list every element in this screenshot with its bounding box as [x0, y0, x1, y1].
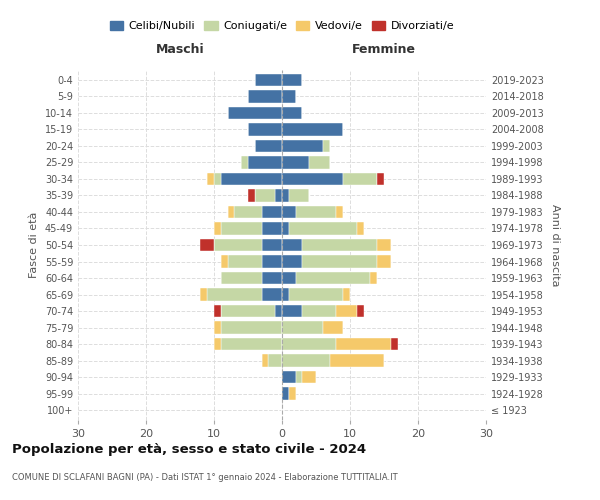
Bar — [255, 190, 275, 202]
Bar — [282, 90, 296, 102]
Bar — [289, 388, 296, 400]
Bar — [343, 288, 350, 300]
Bar — [262, 272, 282, 284]
Bar — [282, 156, 309, 168]
Bar — [262, 354, 268, 367]
Text: Popolazione per età, sesso e stato civile - 2024: Popolazione per età, sesso e stato civil… — [12, 442, 366, 456]
Bar — [377, 239, 391, 251]
Bar — [282, 388, 289, 400]
Bar — [296, 206, 337, 218]
Bar — [282, 272, 296, 284]
Bar — [221, 256, 227, 268]
Y-axis label: Anni di nascita: Anni di nascita — [550, 204, 560, 286]
Bar — [214, 173, 221, 185]
Bar — [221, 322, 282, 334]
Bar — [309, 156, 329, 168]
Bar — [207, 173, 214, 185]
Bar — [343, 173, 377, 185]
Bar — [282, 305, 302, 317]
Bar — [214, 239, 262, 251]
Bar — [221, 173, 282, 185]
Bar — [214, 305, 221, 317]
Bar — [282, 288, 289, 300]
Text: Femmine: Femmine — [352, 43, 416, 56]
Bar — [282, 123, 343, 136]
Bar — [262, 222, 282, 234]
Bar — [255, 140, 282, 152]
Bar — [241, 156, 248, 168]
Bar — [221, 305, 275, 317]
Bar — [337, 338, 391, 350]
Bar — [268, 354, 282, 367]
Bar — [282, 322, 323, 334]
Bar — [248, 90, 282, 102]
Bar — [289, 190, 309, 202]
Bar — [302, 305, 337, 317]
Bar — [337, 206, 343, 218]
Bar — [282, 338, 337, 350]
Bar — [282, 256, 302, 268]
Bar — [248, 123, 282, 136]
Text: COMUNE DI SCLAFANI BAGNI (PA) - Dati ISTAT 1° gennaio 2024 - Elaborazione TUTTIT: COMUNE DI SCLAFANI BAGNI (PA) - Dati IST… — [12, 472, 398, 482]
Bar — [200, 239, 214, 251]
Legend: Celibi/Nubili, Coniugati/e, Vedovi/e, Divorziati/e: Celibi/Nubili, Coniugati/e, Vedovi/e, Di… — [106, 16, 458, 36]
Bar — [282, 190, 289, 202]
Bar — [214, 222, 221, 234]
Bar — [296, 371, 302, 384]
Bar — [323, 140, 329, 152]
Bar — [377, 256, 391, 268]
Bar — [221, 222, 262, 234]
Bar — [235, 206, 262, 218]
Bar — [221, 338, 282, 350]
Bar — [302, 239, 377, 251]
Bar — [248, 156, 282, 168]
Bar — [262, 256, 282, 268]
Bar — [221, 272, 262, 284]
Bar — [302, 371, 316, 384]
Bar — [275, 305, 282, 317]
Bar — [282, 371, 296, 384]
Bar — [214, 322, 221, 334]
Text: Maschi: Maschi — [155, 43, 205, 56]
Bar — [262, 288, 282, 300]
Y-axis label: Fasce di età: Fasce di età — [29, 212, 39, 278]
Bar — [357, 305, 364, 317]
Bar — [282, 239, 302, 251]
Bar — [289, 222, 357, 234]
Bar — [289, 288, 343, 300]
Bar — [357, 222, 364, 234]
Bar — [296, 272, 370, 284]
Bar — [302, 256, 377, 268]
Bar — [282, 222, 289, 234]
Bar — [227, 256, 262, 268]
Bar — [370, 272, 377, 284]
Bar — [323, 322, 343, 334]
Bar — [262, 206, 282, 218]
Bar — [282, 140, 323, 152]
Bar — [200, 288, 207, 300]
Bar — [255, 74, 282, 86]
Bar — [275, 190, 282, 202]
Bar — [248, 190, 255, 202]
Bar — [207, 288, 262, 300]
Bar — [391, 338, 398, 350]
Bar — [329, 354, 384, 367]
Bar — [377, 173, 384, 185]
Bar — [227, 206, 235, 218]
Bar — [262, 239, 282, 251]
Bar — [337, 305, 357, 317]
Bar — [282, 106, 302, 119]
Bar — [214, 338, 221, 350]
Bar — [282, 206, 296, 218]
Bar — [282, 173, 343, 185]
Bar — [282, 74, 302, 86]
Bar — [227, 106, 282, 119]
Bar — [282, 354, 329, 367]
